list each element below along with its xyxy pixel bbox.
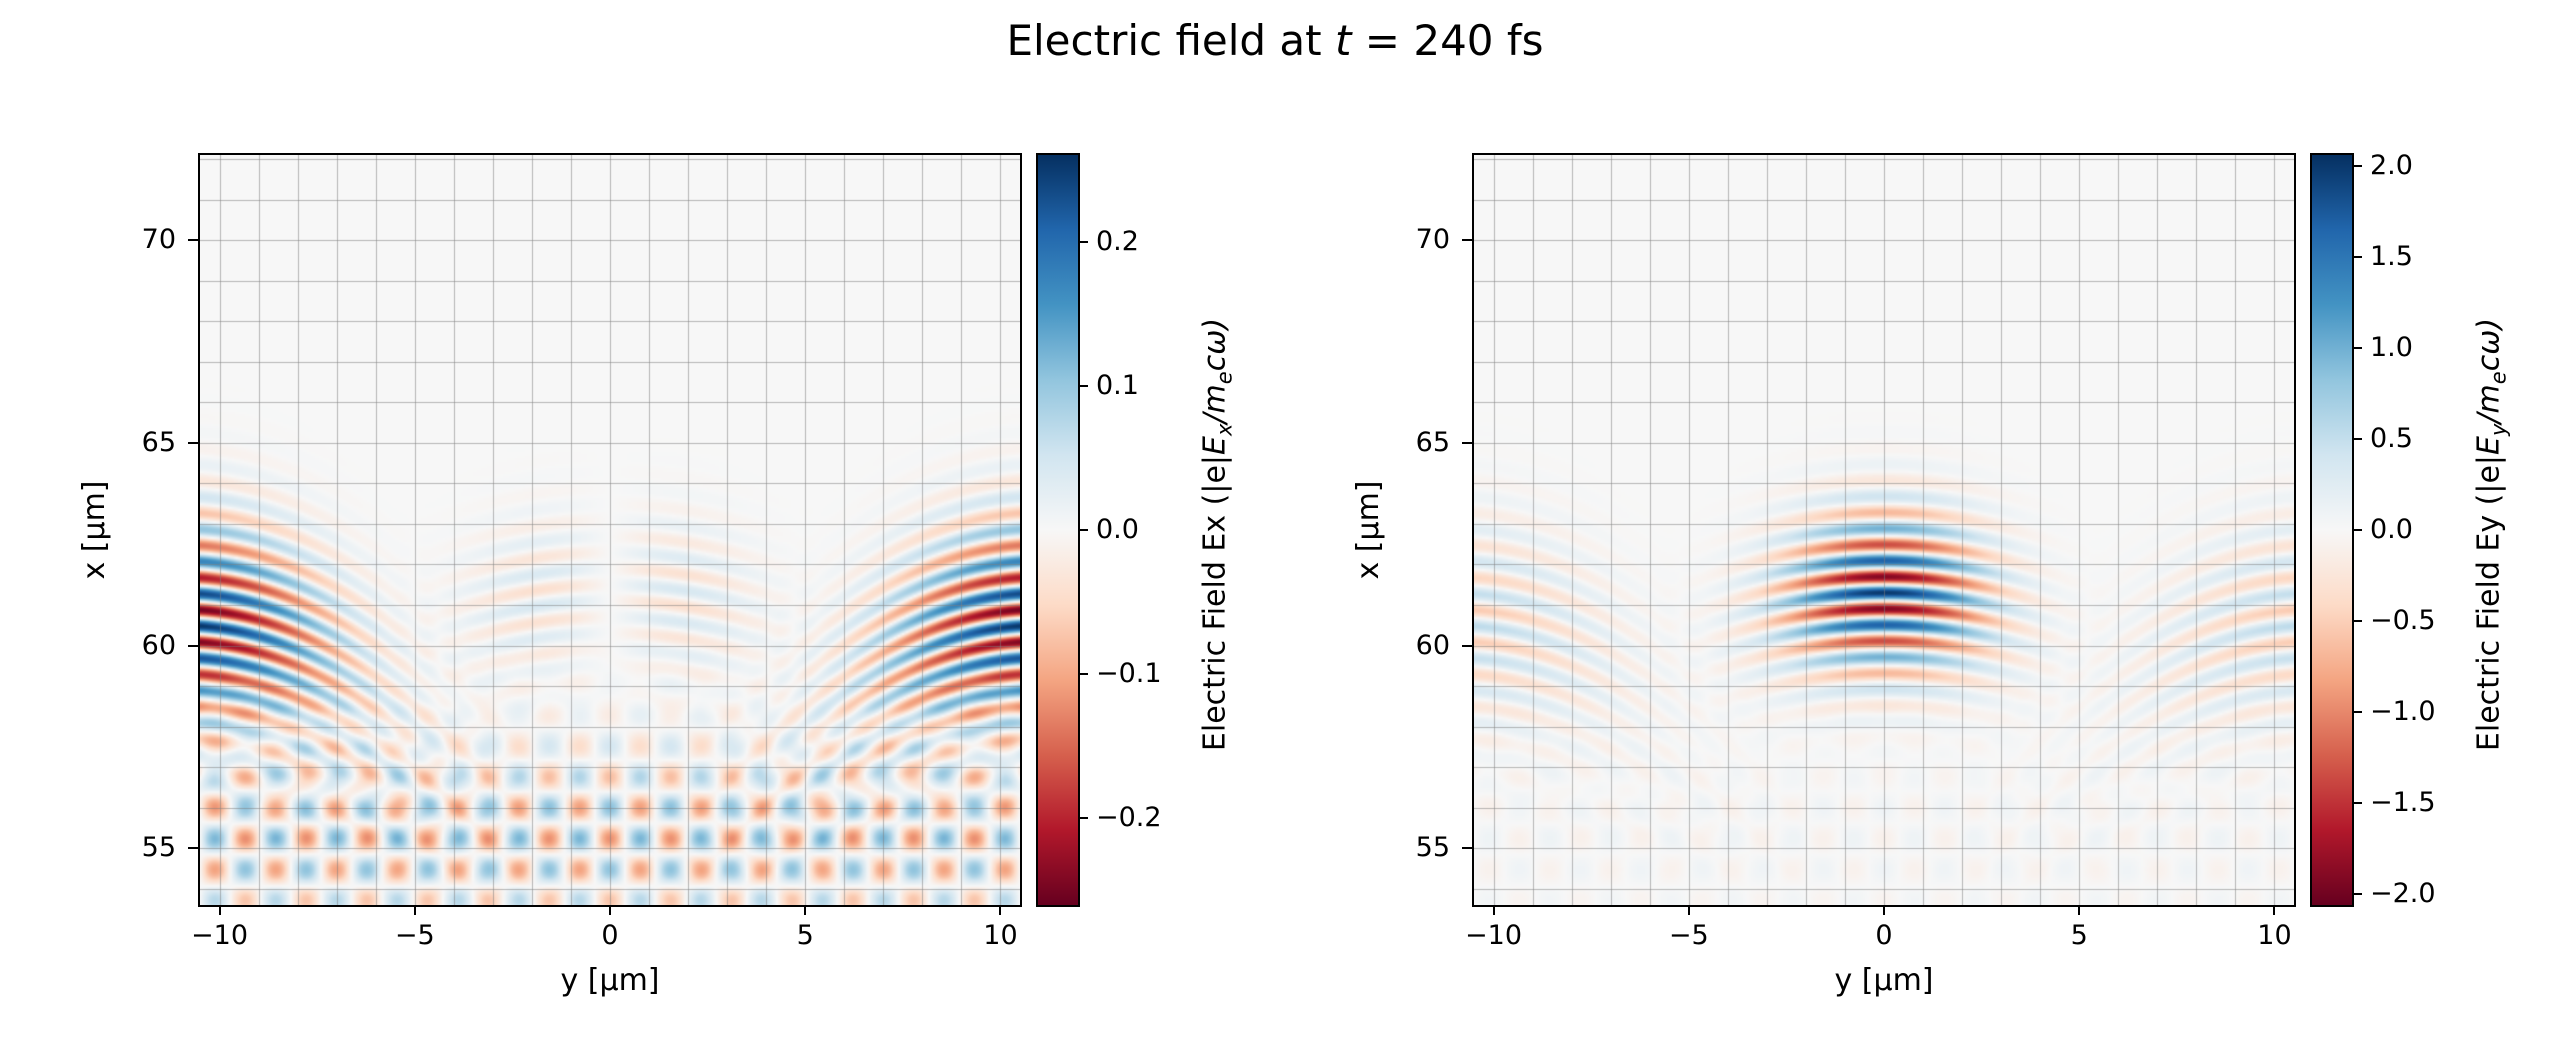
x-tick-mark bbox=[1492, 905, 1495, 915]
x-tick-mark bbox=[2273, 905, 2276, 915]
x-tick-label: −5 bbox=[394, 920, 435, 951]
ex-plot-area bbox=[198, 153, 1022, 907]
colorbar-tick-mark bbox=[2352, 255, 2362, 258]
ex-colorbar-label-pre: Electric Field Ex (|e| bbox=[1197, 454, 1233, 752]
x-tick-mark bbox=[804, 905, 807, 915]
colorbar-tick-mark bbox=[2352, 529, 2362, 531]
y-tick-label: 70 bbox=[1415, 224, 1450, 256]
colorbar-tick-mark bbox=[2352, 620, 2362, 623]
x-tick-label: 5 bbox=[2070, 920, 2088, 951]
colorbar-tick-mark bbox=[2352, 437, 2362, 440]
colorbar-tick-mark bbox=[1078, 384, 1088, 387]
colorbar-tick-mark bbox=[1078, 673, 1088, 676]
y-tick-mark bbox=[188, 239, 200, 242]
y-tick-label: 65 bbox=[141, 426, 176, 458]
colorbar-tick-label: 0.0 bbox=[2370, 514, 2413, 545]
x-tick-label: 10 bbox=[983, 920, 1018, 951]
x-tick-mark bbox=[218, 905, 221, 915]
x-tick-mark bbox=[413, 905, 416, 915]
x-tick-label: 0 bbox=[1875, 920, 1893, 951]
y-tick-label: 60 bbox=[141, 629, 176, 661]
colorbar-tick-label: 1.0 bbox=[2370, 331, 2413, 363]
x-tick-label: 10 bbox=[2257, 920, 2292, 951]
ex-colorbar bbox=[1036, 153, 1080, 907]
colorbar-tick-mark bbox=[2352, 802, 2362, 805]
ex-colorbar-label-var: E bbox=[1197, 435, 1233, 455]
colorbar-tick-label: 0.0 bbox=[1096, 514, 1139, 545]
y-tick-mark bbox=[1462, 847, 1474, 850]
x-tick-label: 5 bbox=[796, 920, 814, 951]
y-tick-mark bbox=[188, 644, 200, 647]
colorbar-tick-label: −2.0 bbox=[2370, 878, 2436, 910]
ex-colorbar-label-sub1: x bbox=[1212, 423, 1237, 436]
figure-title: Electric field at t = 240 fs bbox=[0, 16, 2550, 66]
colorbar-tick-label: 0.5 bbox=[2370, 422, 2413, 454]
y-tick-label: 70 bbox=[141, 224, 176, 256]
x-tick-mark bbox=[999, 905, 1002, 915]
ex-yaxis-label: x [μm] bbox=[77, 480, 112, 580]
x-tick-label: −10 bbox=[191, 920, 249, 951]
colorbar-tick-label: −1.5 bbox=[2370, 787, 2436, 819]
colorbar-tick-mark bbox=[1078, 529, 1088, 531]
colorbar-tick-label: 0.1 bbox=[1096, 369, 1139, 401]
colorbar-tick-mark bbox=[1078, 240, 1088, 243]
figure-title-variable-t: t bbox=[1334, 16, 1352, 65]
colorbar-tick-mark bbox=[2352, 346, 2362, 349]
y-tick-mark bbox=[1462, 441, 1474, 444]
x-tick-label: −5 bbox=[1668, 920, 1709, 951]
x-tick-mark bbox=[1883, 905, 1885, 915]
colorbar-tick-label: 0.2 bbox=[1096, 225, 1139, 257]
colorbar-tick-label: 2.0 bbox=[2370, 149, 2413, 181]
colorbar-tick-label: −0.2 bbox=[1096, 802, 1162, 834]
figure-title-text: Electric field at bbox=[1006, 16, 1335, 65]
ey-colorbar-label-sub2: e bbox=[2486, 371, 2511, 385]
y-tick-mark bbox=[1462, 644, 1474, 647]
ey-yaxis-label: x [μm] bbox=[1351, 480, 1386, 580]
colorbar-tick-label: −0.5 bbox=[2370, 605, 2436, 637]
colorbar-tick-label: −1.0 bbox=[2370, 696, 2436, 728]
x-tick-mark bbox=[2078, 905, 2081, 915]
colorbar-tick-mark bbox=[2352, 711, 2362, 714]
colorbar-tick-label: 1.5 bbox=[2370, 240, 2413, 272]
ex-grid-overlay bbox=[200, 155, 1020, 905]
ey-plot-area bbox=[1472, 153, 2296, 907]
y-tick-mark bbox=[188, 441, 200, 444]
colorbar-tick-label: −0.1 bbox=[1096, 658, 1162, 690]
colorbar-tick-mark bbox=[1078, 817, 1088, 820]
x-tick-mark bbox=[1687, 905, 1690, 915]
colorbar-tick-mark bbox=[2352, 893, 2362, 896]
ex-heatmap-panel: y [μm] x [μm] Electric Field Ex (|e|Ex/m… bbox=[77, 153, 1237, 998]
y-tick-label: 55 bbox=[1415, 832, 1450, 864]
figure-title-value: = 240 fs bbox=[1351, 16, 1544, 65]
y-tick-mark bbox=[188, 847, 200, 850]
y-tick-label: 65 bbox=[1415, 426, 1450, 458]
ey-colorbar bbox=[2310, 153, 2354, 907]
ey-colorbar-label-mid: /m bbox=[2471, 384, 2507, 424]
y-tick-mark bbox=[1462, 239, 1474, 242]
colorbar-tick-mark bbox=[2352, 164, 2362, 167]
ey-xaxis-label: y [μm] bbox=[1834, 963, 1934, 998]
ex-colorbar-label-post: cω) bbox=[1197, 317, 1233, 372]
ey-heatmap-panel: y [μm] x [μm] Electric Field Ey (|e|Ey/m… bbox=[1351, 150, 2511, 998]
x-tick-label: 0 bbox=[601, 920, 619, 951]
y-tick-label: 60 bbox=[1415, 629, 1450, 661]
x-tick-label: −10 bbox=[1465, 920, 1523, 951]
ey-grid-overlay bbox=[1474, 155, 2294, 905]
x-tick-mark bbox=[609, 905, 611, 915]
y-tick-label: 55 bbox=[141, 832, 176, 864]
ex-xaxis-label: y [μm] bbox=[560, 963, 660, 998]
